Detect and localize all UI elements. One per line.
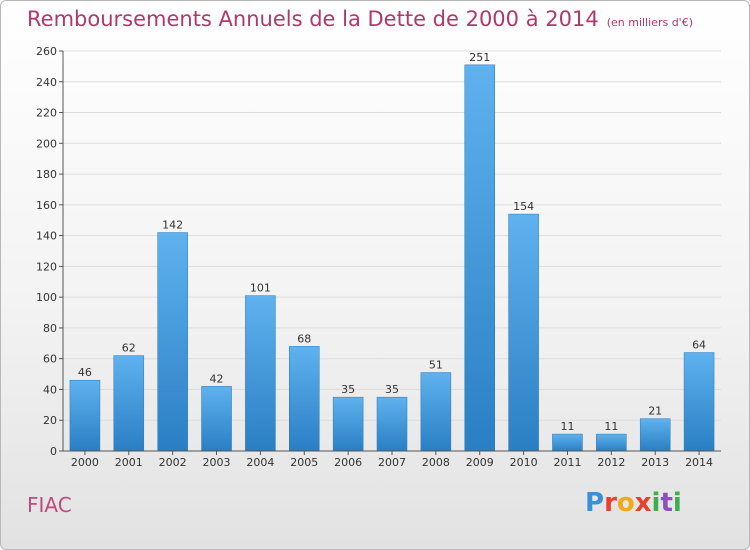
chart-title: Remboursements Annuels de la Dette de 20… xyxy=(27,7,693,31)
y-tick-label: 200 xyxy=(36,137,57,150)
y-tick-label: 180 xyxy=(36,168,57,181)
bar-2006 xyxy=(332,396,364,452)
bar-2012 xyxy=(596,433,627,452)
logo-letter: x xyxy=(634,488,652,518)
data-label-2004: 101 xyxy=(250,282,271,295)
y-tick-label: 100 xyxy=(36,291,57,304)
x-tick-label-2010: 2010 xyxy=(510,456,538,469)
bar-2013 xyxy=(639,418,671,452)
bar-2008 xyxy=(420,372,452,452)
y-tick-label: 240 xyxy=(36,76,57,89)
logo-letter: o xyxy=(616,488,635,518)
y-tick-label: 80 xyxy=(43,322,57,335)
data-labels: 46 62 142 42 101 68 35 35 51 251 154 11 11 21 64 xyxy=(78,51,706,433)
data-label-2006: 35 xyxy=(341,383,355,396)
x-tick-label-2004: 2004 xyxy=(246,456,274,469)
y-tick-label: 160 xyxy=(36,199,57,212)
proxiti-logo: Proxiti xyxy=(585,488,682,518)
data-label-2007: 35 xyxy=(385,383,399,396)
x-tick-label-2005: 2005 xyxy=(290,456,318,469)
data-label-2014: 64 xyxy=(692,339,706,352)
bar-2003 xyxy=(201,386,232,452)
x-tick-label-2011: 2011 xyxy=(553,456,581,469)
y-tick-label: 40 xyxy=(43,383,57,396)
x-tick-label-2007: 2007 xyxy=(378,456,406,469)
bar-2010 xyxy=(508,213,539,452)
y-tick-label: 220 xyxy=(36,107,57,120)
bars xyxy=(69,64,715,452)
x-tick-label-2002: 2002 xyxy=(159,456,187,469)
logo-letter: t xyxy=(660,488,673,518)
bar-2009 xyxy=(464,64,495,452)
x-tick-label-2000: 2000 xyxy=(71,456,99,469)
axes: 0 20 40 60 80 100 120 140 160 180 200 220 240 260 2000… xyxy=(36,45,721,469)
bar-2001 xyxy=(113,355,145,452)
x-tick-label-2006: 2006 xyxy=(334,456,362,469)
bar-2014 xyxy=(683,352,715,452)
data-label-2008: 51 xyxy=(429,359,443,372)
x-tick-label-2013: 2013 xyxy=(641,456,669,469)
chart-unit: (en milliers d'€) xyxy=(606,16,693,29)
bar-2002 xyxy=(157,232,188,452)
bar-2000 xyxy=(69,379,101,452)
commune-name: FIAC xyxy=(27,493,72,517)
y-tick-label: 20 xyxy=(43,414,57,427)
data-label-2005: 68 xyxy=(297,332,311,345)
x-tick-label-2012: 2012 xyxy=(597,456,625,469)
data-label-2013: 21 xyxy=(648,405,662,418)
x-tick-label-2014: 2014 xyxy=(685,456,713,469)
bar-2005 xyxy=(289,346,320,452)
y-tick-label: 260 xyxy=(36,45,57,58)
y-tick-label: 60 xyxy=(43,353,57,366)
x-tick-label-2008: 2008 xyxy=(422,456,450,469)
data-label-2002: 142 xyxy=(162,219,183,232)
data-label-2010: 154 xyxy=(513,200,534,213)
logo-letter: i xyxy=(651,488,661,518)
x-tick-label-2001: 2001 xyxy=(115,456,143,469)
data-label-2003: 42 xyxy=(210,372,224,385)
y-tick-label: 120 xyxy=(36,260,57,273)
chart-title-text: Remboursements Annuels de la Dette de 20… xyxy=(27,7,599,31)
data-label-2009: 251 xyxy=(469,51,490,64)
y-tick-label: 0 xyxy=(50,445,57,458)
logo-letter: P xyxy=(585,488,605,518)
bar-2007 xyxy=(376,396,408,452)
x-tick-label-2003: 2003 xyxy=(203,456,231,469)
logo-letter: r xyxy=(604,488,617,518)
data-label-2011: 11 xyxy=(560,420,574,433)
logo-letter: i xyxy=(672,488,682,518)
bar-2004 xyxy=(245,295,276,452)
x-tick-label-2009: 2009 xyxy=(466,456,494,469)
data-label-2012: 11 xyxy=(604,420,618,433)
y-tick-label: 140 xyxy=(36,230,57,243)
bar-2011 xyxy=(552,433,583,452)
data-label-2000: 46 xyxy=(78,366,92,379)
data-label-2001: 62 xyxy=(122,342,136,355)
